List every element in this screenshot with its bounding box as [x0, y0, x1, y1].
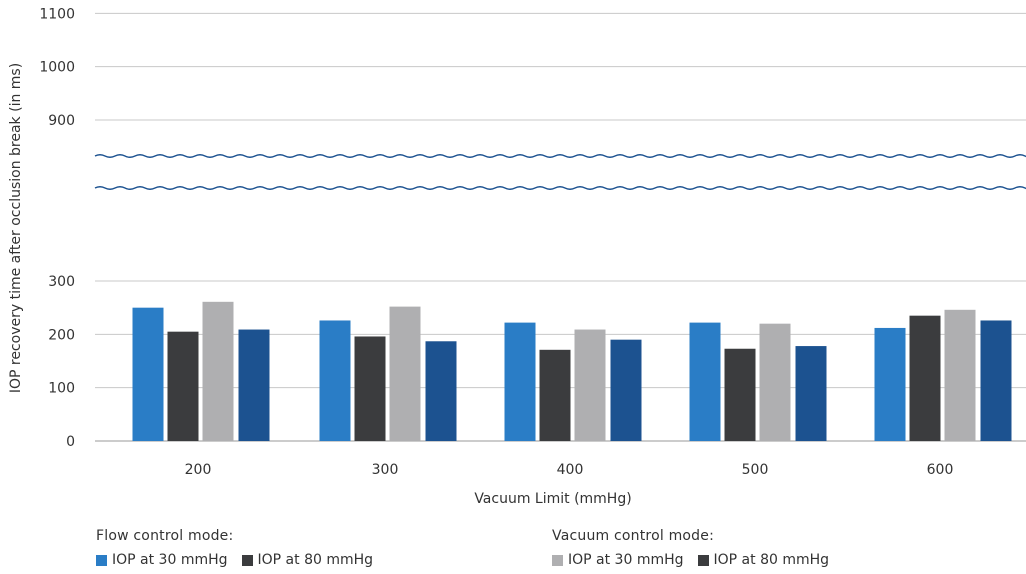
bar-vacuum-30-400: [574, 329, 606, 441]
x-axis-label: Vacuum Limit (mmHg): [474, 491, 631, 507]
bar-vacuum-80-300: [425, 341, 457, 441]
y-tick-label: 1100: [39, 6, 75, 22]
legend-swatch: [552, 554, 563, 566]
bar-flow-80-200: [167, 331, 199, 441]
bar-chart: 0 100 200 300 900 1000 1100 200 300 400 500 600 Va…: [8, 6, 1026, 507]
legend-label: IOP at 80 mmHg: [713, 552, 830, 568]
legend-item: IOP at 30 mmHg: [96, 552, 228, 568]
bar-flow-30-500: [689, 322, 721, 441]
y-tick-label: 100: [48, 381, 75, 397]
bar-vacuum-80-600: [980, 320, 1012, 441]
bar-vacuum-80-200: [238, 329, 270, 441]
bar-flow-80-500: [724, 348, 756, 441]
x-tick-label: 500: [742, 462, 769, 478]
bar-flow-80-600: [909, 315, 941, 441]
legend-label: IOP at 30 mmHg: [112, 552, 228, 568]
legend-item: IOP at 80 mmHg: [697, 552, 830, 568]
bar-flow-30-400: [504, 322, 536, 441]
legend-vacuum-control: Vacuum control mode: IOP at 30 mmHg IOP …: [552, 528, 843, 568]
x-tick-label: 400: [557, 462, 584, 478]
legend-group-title: Flow control mode:: [96, 528, 234, 544]
x-tick-label: 300: [372, 462, 399, 478]
y-axis-label: IOP recovery time after occlusion break …: [8, 63, 24, 393]
legend-item: IOP at 30 mmHg: [552, 552, 684, 568]
y-tick-label: 0: [66, 434, 75, 450]
legend-label: IOP at 80 mmHg: [257, 552, 374, 568]
bar-flow-30-300: [319, 320, 351, 441]
y-tick-label: 1000: [39, 60, 75, 76]
legend-label: IOP at 30 mmHg: [568, 552, 684, 568]
x-tick-label: 200: [185, 462, 212, 478]
bar-vacuum-30-600: [944, 309, 976, 441]
legend-swatch: [697, 554, 709, 566]
legend-flow-control: Flow control mode: IOP at 30 mmHg IOP at…: [96, 528, 387, 568]
y-tick-label: 900: [48, 113, 75, 129]
legend-group-title: Vacuum control mode:: [552, 528, 714, 544]
x-tick-labels: 200 300 400 500 600: [185, 462, 954, 478]
y-tick-label: 200: [48, 327, 75, 343]
bar-flow-30-200: [132, 307, 164, 441]
axis-break-wave: [94, 186, 1026, 190]
bar-vacuum-80-500: [795, 346, 827, 441]
axis-break: [94, 154, 1026, 190]
legend-swatch: [241, 554, 253, 566]
bar-vacuum-30-200: [202, 301, 234, 441]
x-tick-label: 600: [927, 462, 954, 478]
legend-swatch: [96, 554, 107, 566]
bar-vacuum-80-400: [610, 339, 642, 441]
bar-flow-80-400: [539, 349, 571, 441]
bars: [132, 301, 1012, 441]
axis-break-wave: [94, 154, 1026, 158]
bar-flow-80-300: [354, 336, 386, 441]
bar-vacuum-30-500: [759, 323, 791, 441]
y-tick-label: 300: [48, 274, 75, 290]
bar-vacuum-30-300: [389, 306, 421, 441]
y-tick-labels: 0 100 200 300 900 1000 1100: [39, 6, 75, 450]
bar-flow-30-600: [874, 327, 906, 441]
legend-item: IOP at 80 mmHg: [241, 552, 374, 568]
